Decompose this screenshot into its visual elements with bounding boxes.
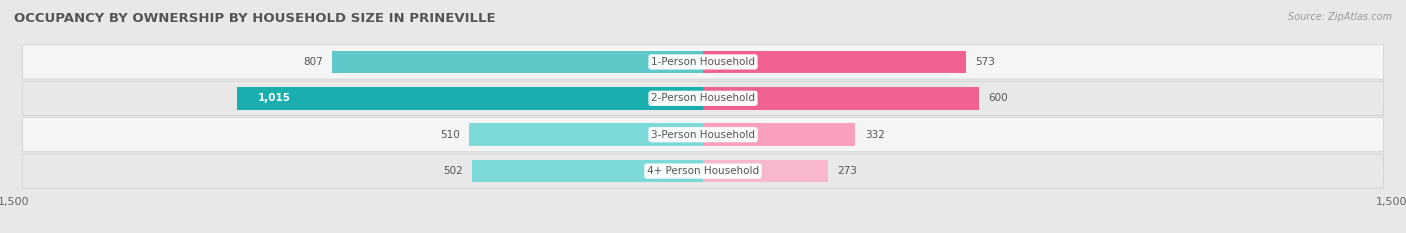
Bar xyxy=(472,160,703,182)
Text: 273: 273 xyxy=(838,166,858,176)
Text: 502: 502 xyxy=(443,166,463,176)
Text: 1-Person Household: 1-Person Household xyxy=(651,57,755,67)
Bar xyxy=(703,160,828,182)
Text: 2-Person Household: 2-Person Household xyxy=(651,93,755,103)
Text: 4+ Person Household: 4+ Person Household xyxy=(647,166,759,176)
FancyBboxPatch shape xyxy=(22,154,1384,188)
Text: 332: 332 xyxy=(865,130,884,140)
FancyBboxPatch shape xyxy=(22,81,1384,115)
FancyBboxPatch shape xyxy=(22,45,1384,79)
Text: 1,015: 1,015 xyxy=(257,93,291,103)
Text: 3-Person Household: 3-Person Household xyxy=(651,130,755,140)
Bar xyxy=(332,51,703,73)
Text: 510: 510 xyxy=(440,130,460,140)
FancyBboxPatch shape xyxy=(22,118,1384,152)
Bar xyxy=(703,123,855,146)
Text: Source: ZipAtlas.com: Source: ZipAtlas.com xyxy=(1288,12,1392,22)
Bar xyxy=(703,51,966,73)
Bar xyxy=(236,87,703,110)
Text: 807: 807 xyxy=(304,57,323,67)
Bar xyxy=(468,123,703,146)
Text: 573: 573 xyxy=(976,57,995,67)
Text: 600: 600 xyxy=(988,93,1007,103)
Bar xyxy=(703,87,979,110)
Text: OCCUPANCY BY OWNERSHIP BY HOUSEHOLD SIZE IN PRINEVILLE: OCCUPANCY BY OWNERSHIP BY HOUSEHOLD SIZE… xyxy=(14,12,496,25)
